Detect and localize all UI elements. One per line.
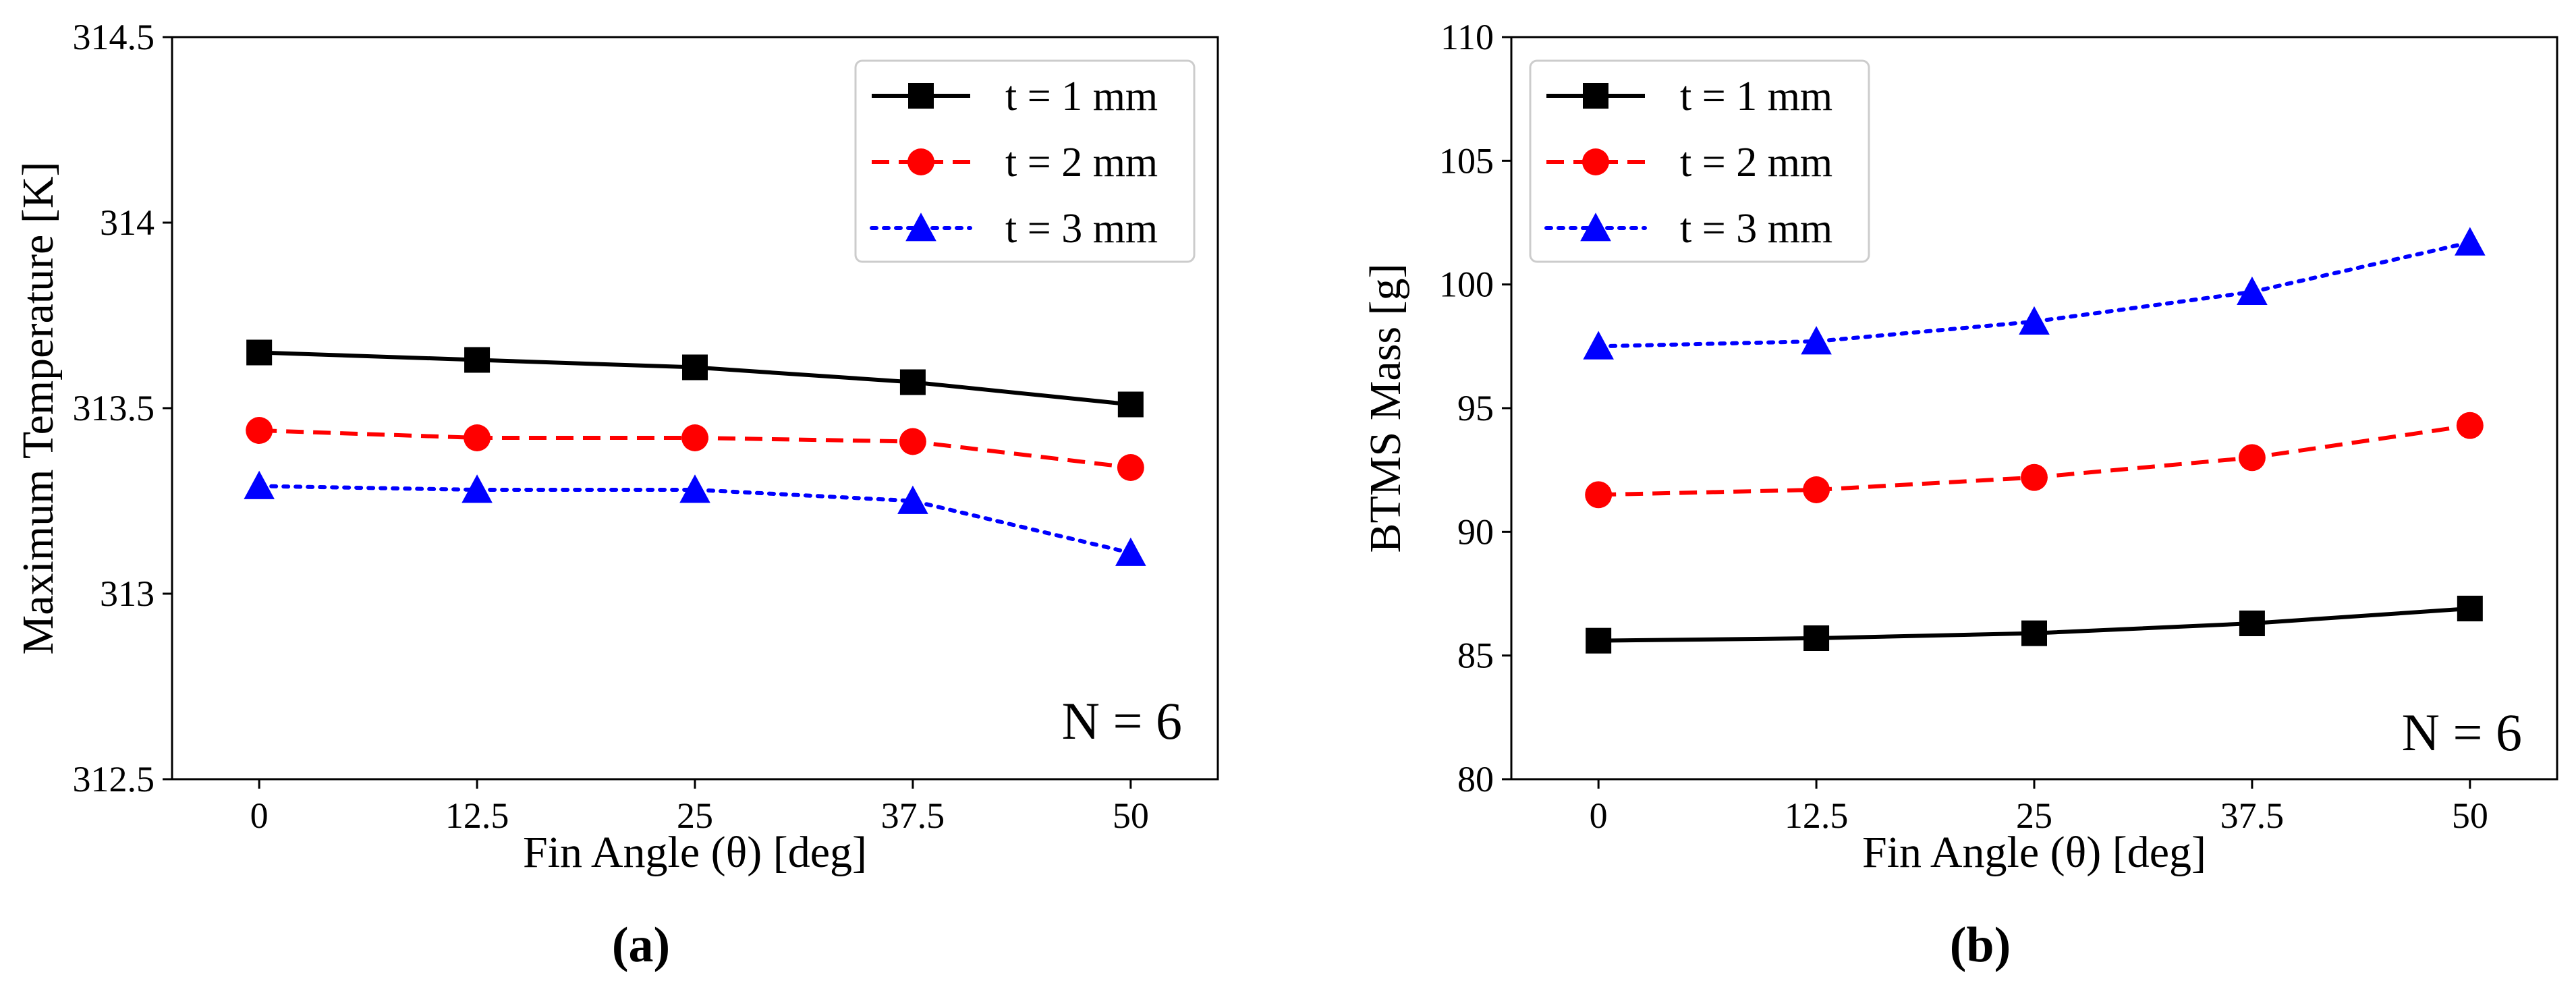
y-tick-label: 312.5 [73, 759, 155, 799]
data-point-t-1-mm [246, 339, 273, 366]
data-point-t-1-mm [2239, 611, 2265, 636]
legend-label: t = 2 mm [1680, 140, 1832, 186]
series-layer [244, 339, 1146, 566]
legend-box [854, 59, 1196, 263]
data-point-t-3-mm [2455, 227, 2486, 256]
x-axis-label: Fin Angle (θ) [deg] [1862, 828, 2206, 877]
data-point-t-3-mm [2237, 276, 2268, 306]
data-point-t-2-mm [464, 424, 491, 451]
y-tick-label: 314 [100, 202, 155, 243]
y-tick-label: 80 [1457, 759, 1494, 799]
tick-layer: 0 12.5 25 37.5 50 80 85 90 95 100 105 110 [1439, 17, 2488, 836]
data-point-t-1-mm [1803, 625, 1830, 651]
legend-marker-t-1-mm [908, 83, 934, 109]
x-tick-label: 37.5 [2220, 795, 2285, 836]
data-point-t-3-mm [244, 470, 275, 499]
legend-marker-t-3-mm [905, 213, 936, 242]
tick-layer: 0 12.5 25 37.5 50 312.5 313 313.5 314 314.5 [73, 17, 1149, 836]
n-annotation: N = 6 [2402, 703, 2522, 762]
series-layer [1583, 227, 2486, 654]
legend-marker-t-1-mm [1583, 83, 1608, 109]
y-tick-label: 85 [1457, 636, 1494, 676]
data-point-t-1-mm [2021, 620, 2047, 646]
x-tick-label: 50 [1113, 795, 1149, 836]
legend-label: t = 1 mm [1680, 74, 1832, 119]
n-annotation: N = 6 [1062, 692, 1182, 750]
data-point-t-2-mm [2238, 444, 2266, 472]
y-axis-label: Maximum Temperature [K] [13, 162, 63, 655]
data-point-t-1-mm [2457, 596, 2483, 621]
x-tick-label: 12.5 [1785, 795, 1849, 836]
data-point-t-1-mm [682, 354, 708, 380]
y-tick-label: 314.5 [73, 17, 155, 57]
legend-label: t = 3 mm [1680, 206, 1832, 252]
y-axis-label: BTMS Mass [g] [1361, 263, 1410, 553]
data-point-t-2-mm [246, 417, 273, 444]
x-tick-label: 37.5 [881, 795, 945, 836]
data-point-t-2-mm [2456, 412, 2484, 439]
data-point-t-2-mm [1585, 481, 1613, 509]
x-tick-label: 0 [1590, 795, 1608, 836]
data-point-t-3-mm [1115, 537, 1146, 566]
legend-label: t = 2 mm [1005, 140, 1158, 186]
panel-label: (a) [612, 918, 670, 973]
data-point-t-2-mm [681, 424, 708, 451]
y-tick-label: 105 [1439, 140, 1494, 181]
data-point-t-1-mm [899, 369, 926, 395]
legend: t = 1 mm t = 2 mm t = 3 mm [1529, 59, 1870, 263]
legend: t = 1 mm t = 2 mm t = 3 mm [854, 59, 1196, 263]
data-point-t-1-mm [464, 347, 491, 373]
data-point-t-2-mm [1117, 454, 1144, 481]
y-tick-label: 95 [1457, 388, 1494, 428]
data-point-t-3-mm [679, 474, 710, 503]
data-point-t-1-mm [1586, 627, 1612, 654]
y-tick-label: 313.5 [73, 388, 155, 428]
x-axis-label: Fin Angle (θ) [deg] [523, 828, 867, 877]
data-point-t-3-mm [461, 474, 493, 503]
data-point-t-2-mm [899, 428, 926, 455]
x-tick-label: 50 [2452, 795, 2488, 836]
y-tick-label: 313 [100, 573, 155, 614]
y-tick-label: 100 [1439, 264, 1494, 305]
x-tick-label: 12.5 [445, 795, 509, 836]
legend-label: t = 1 mm [1005, 74, 1158, 119]
y-tick-label: 110 [1440, 17, 1494, 57]
x-tick-label: 25 [677, 795, 713, 836]
x-tick-label: 25 [2016, 795, 2052, 836]
data-point-t-2-mm [1803, 476, 1830, 503]
data-point-t-1-mm [1117, 391, 1144, 418]
data-point-t-3-mm [897, 485, 928, 514]
data-point-t-3-mm [2019, 306, 2050, 335]
data-point-t-3-mm [1583, 331, 1614, 360]
x-tick-label: 0 [250, 795, 269, 836]
legend-marker-t-2-mm [1582, 148, 1609, 175]
panel-a-temperature: 0 12.5 25 37.5 50 312.5 313 313.5 314 314.5 t = 1… [13, 17, 1219, 973]
legend-marker-t-2-mm [907, 148, 934, 175]
legend-box [1529, 59, 1870, 263]
y-tick-label: 90 [1457, 511, 1494, 552]
panel-label: (b) [1950, 918, 2011, 973]
legend-marker-t-3-mm [1580, 213, 1611, 242]
data-point-t-2-mm [2021, 463, 2048, 491]
legend-label: t = 3 mm [1005, 206, 1158, 252]
data-point-t-3-mm [1801, 326, 1832, 355]
